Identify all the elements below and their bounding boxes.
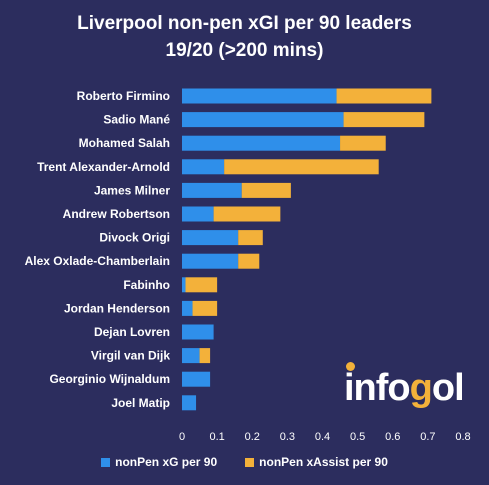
category-label: Trent Alexander-Arnold — [37, 160, 170, 174]
chart-title-line1: Liverpool non-pen xGI per 90 leaders — [77, 13, 412, 34]
bar-segment-xg — [182, 348, 200, 364]
legend-label-xa: nonPen xAssist per 90 — [259, 455, 388, 469]
bar-segment-xa — [238, 230, 263, 246]
logo-text-after: ol — [431, 367, 465, 409]
category-label: Roberto Firmino — [77, 89, 170, 103]
category-label: Fabinho — [123, 278, 170, 292]
x-tick-label: 0.5 — [350, 431, 365, 443]
category-label: Alex Oxlade-Chamberlain — [25, 254, 170, 268]
bar-segment-xg — [182, 159, 225, 175]
chart-title: Liverpool non-pen xGI per 90 leaders 19/… — [0, 10, 489, 64]
x-tick-label: 0.6 — [385, 431, 400, 443]
bar-segment-xa — [213, 206, 281, 222]
chart-legend: nonPen xG per 90 nonPen xAssist per 90 — [0, 455, 489, 469]
x-tick-label: 0.7 — [420, 431, 435, 443]
x-tick-label: 0.3 — [280, 431, 295, 443]
bar-segment-xg — [182, 253, 239, 269]
bar-segment-xa — [192, 300, 218, 316]
bar-segment-xa — [336, 88, 432, 104]
bar-segment-xa — [199, 348, 211, 364]
bar-segment-xg — [182, 135, 341, 151]
legend-swatch-xa — [245, 457, 255, 467]
bar-segment-xg — [182, 300, 193, 316]
bar-segment-xg — [182, 206, 214, 222]
bar-segment-xg — [182, 324, 214, 340]
category-label: Jordan Henderson — [64, 301, 170, 315]
category-label: Mohamed Salah — [79, 136, 170, 150]
category-label: Joel Matip — [111, 396, 170, 410]
category-label: Virgil van Dijk — [91, 349, 170, 363]
legend-swatch-xg — [101, 457, 111, 467]
logo-text-before: info — [344, 367, 411, 409]
bar-segment-xa — [340, 135, 386, 151]
bar-segment-xg — [182, 395, 197, 411]
legend-item-xg: nonPen xG per 90 — [101, 455, 217, 469]
chart-title-line2: 19/20 (>200 mins) — [165, 40, 324, 61]
category-label: Divock Origi — [99, 231, 170, 245]
x-tick-label: 0 — [179, 431, 185, 443]
bar-segment-xa — [224, 159, 379, 175]
bar-segment-xa — [241, 182, 291, 198]
logo-dot-icon — [346, 362, 355, 371]
category-label: Sadio Mané — [103, 113, 170, 127]
bar-segment-xg — [182, 230, 239, 246]
x-tick-label: 0.1 — [209, 431, 224, 443]
x-tick-label: 0.4 — [315, 431, 330, 443]
bar-segment-xa — [185, 277, 218, 293]
bar-segment-xa — [238, 253, 260, 269]
legend-label-xg: nonPen xG per 90 — [115, 455, 218, 469]
x-tick-label: 0.8 — [455, 431, 470, 443]
x-tick-label: 0.2 — [245, 431, 260, 443]
category-label: Dejan Lovren — [94, 325, 170, 339]
bar-segment-xg — [182, 277, 186, 293]
category-label: Georginio Wijnaldum — [49, 372, 170, 386]
legend-item-xa: nonPen xAssist per 90 — [245, 455, 388, 469]
category-label: James Milner — [94, 183, 170, 197]
logo-text-o: g — [409, 367, 433, 409]
bar-segment-xg — [182, 88, 337, 104]
bar-segment-xg — [182, 112, 344, 128]
bar-chart: Roberto Firmino Sadio Mané Mohamed Salah Tr… — [25, 88, 471, 443]
infogol-logo: infogol — [344, 362, 465, 409]
bar-segment-xg — [182, 371, 211, 387]
bar-segment-xa — [343, 112, 425, 128]
bar-segment-xg — [182, 182, 242, 198]
category-label: Andrew Robertson — [63, 207, 170, 221]
